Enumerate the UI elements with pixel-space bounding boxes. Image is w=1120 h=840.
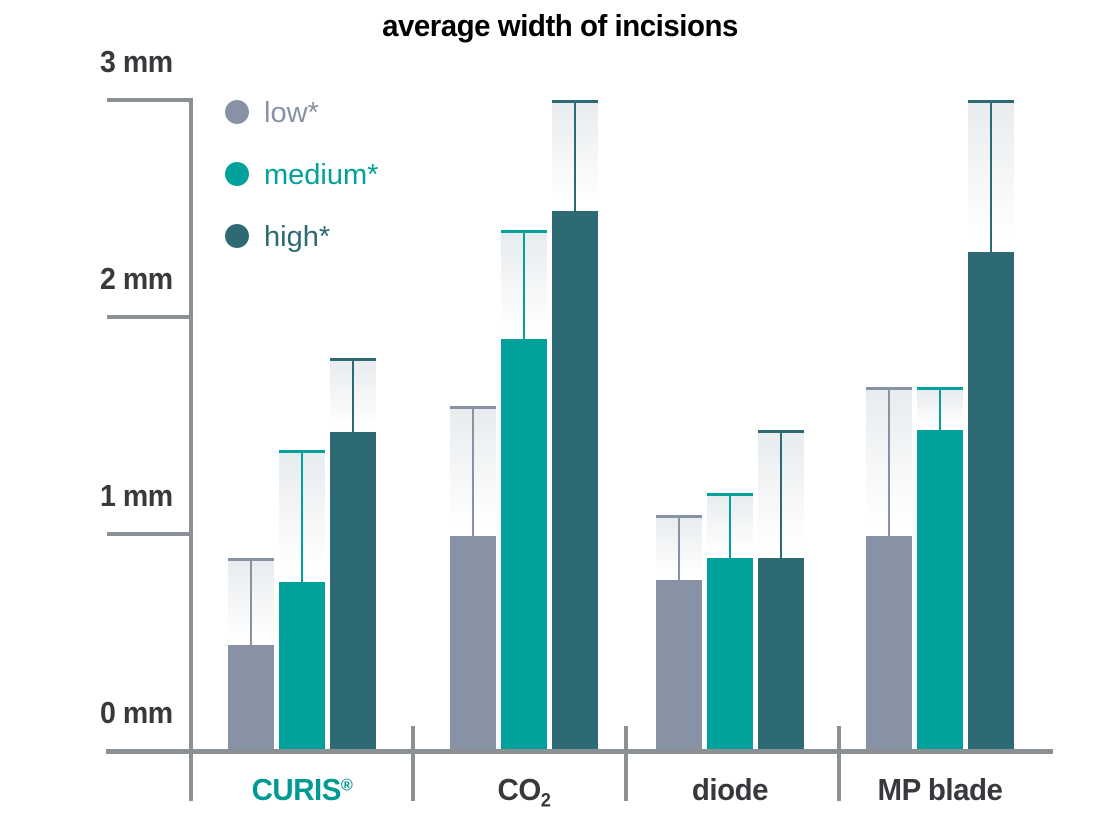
bar-medium-CO (501, 338, 547, 751)
bar-high-diode (758, 557, 804, 751)
error-bar-low (866, 386, 912, 537)
error-bar-line (939, 389, 941, 430)
error-bar-line (729, 495, 731, 558)
bar-medium-diode (707, 557, 753, 751)
y-axis-tick (107, 532, 191, 537)
category-label-text: CURIS (251, 772, 342, 807)
bar-high-CURIS (330, 432, 376, 751)
bar-medium-MP blade (917, 429, 963, 751)
error-bar-medium (279, 449, 325, 582)
category-label-text: MP blade (877, 772, 1003, 807)
error-bar-high (552, 100, 598, 211)
error-bar-low (228, 557, 274, 645)
group-divider (624, 726, 628, 801)
error-bar-high (330, 358, 376, 433)
registered-trademark-symbol: ® (340, 775, 353, 795)
category-label-text: CO (497, 772, 542, 807)
category-label: diode (624, 772, 837, 812)
legend-dot-high-icon (225, 224, 249, 248)
y-axis-tick-label: 1 mm (100, 478, 173, 514)
bar-low-MP blade (866, 536, 912, 751)
bar-low-CO (450, 536, 496, 751)
bar-high-CO (552, 210, 598, 751)
legend-label-medium: medium* (264, 159, 379, 191)
error-bar-medium (501, 230, 547, 339)
error-bar-high (758, 429, 804, 558)
y-axis-tick (107, 98, 191, 103)
y-axis-tick (107, 315, 191, 320)
group-divider (411, 726, 415, 801)
x-axis-line (106, 749, 1053, 754)
error-bar-line (250, 560, 252, 645)
category-label-text: diode (691, 772, 769, 807)
error-bar-medium (917, 386, 963, 430)
category-label: CURIS® (196, 772, 409, 812)
bar-medium-CURIS (279, 581, 325, 751)
category-label: CO2 (418, 772, 631, 812)
legend-label-low: low* (264, 97, 319, 129)
error-bar-line (574, 103, 576, 211)
y-axis-line (189, 98, 193, 801)
y-axis-tick-label: 2 mm (100, 261, 173, 297)
bar-high-MP blade (968, 252, 1014, 751)
error-bar-line (352, 361, 354, 433)
category-label: MP blade (834, 772, 1047, 812)
error-bar-low (656, 514, 702, 580)
chart-title: average width of incisions (382, 8, 738, 43)
legend-dot-medium-icon (225, 162, 249, 186)
y-axis-tick-label: 3 mm (100, 44, 173, 80)
bar-low-CURIS (228, 644, 274, 751)
legend-label-high: high* (264, 221, 331, 253)
bar-low-diode (656, 579, 702, 751)
error-bar-line (301, 452, 303, 582)
category-label-subscript: 2 (540, 790, 551, 812)
error-bar-low (450, 406, 496, 537)
error-bar-high (968, 100, 1014, 253)
error-bar-line (888, 389, 890, 537)
error-bar-medium (707, 492, 753, 558)
error-bar-line (780, 432, 782, 558)
error-bar-line (678, 517, 680, 580)
group-divider (837, 726, 841, 801)
error-bar-line (472, 409, 474, 537)
legend-dot-low-icon (225, 100, 249, 124)
y-axis-tick-label: 0 mm (100, 695, 173, 730)
error-bar-line (523, 233, 525, 339)
error-bar-line (990, 103, 992, 253)
